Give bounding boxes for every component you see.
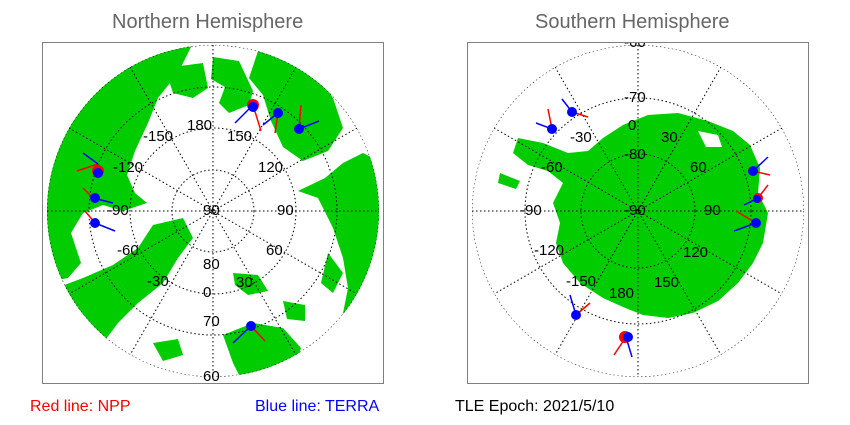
south-meridian-label: 120	[683, 244, 708, 261]
north-meridian-label: 180	[187, 117, 212, 134]
south-meridian-label: -90	[520, 202, 542, 219]
south-meridian-label: -150	[566, 273, 596, 290]
north-meridian-labels: 180 150 120 90 60 30 0 -30 -60 -90 -120 …	[107, 117, 294, 301]
north-meridian-label: 90	[277, 202, 294, 219]
south-parallel-label: -90	[624, 202, 646, 219]
north-meridian-label: -30	[147, 273, 169, 290]
south-parallel-label: -80	[624, 146, 646, 163]
terra-track-marker	[84, 210, 116, 232]
legend-npp: Red line: NPP	[30, 398, 131, 415]
terra-track-marker	[82, 187, 114, 204]
south-parallel-labels: -90 -80 -70 -60	[624, 43, 646, 219]
npp-track-marker	[234, 99, 262, 132]
south-parallel-label: -70	[624, 89, 646, 106]
terra-track-marker	[569, 294, 591, 320]
south-meridian-label: -60	[541, 159, 563, 176]
north-meridian-label: -60	[117, 242, 139, 259]
south-meridian-label: 0	[628, 117, 636, 134]
north-meridian-label: 0	[203, 284, 211, 301]
south-map-title: Southern Hemisphere	[535, 11, 730, 33]
north-meridian-label: 150	[227, 128, 252, 145]
south-satellite-markers	[535, 98, 771, 358]
legend-terra: Blue line: TERRA	[255, 398, 380, 415]
north-parallel-labels: 90 80 70 60	[203, 202, 220, 383]
npp-track-marker	[76, 152, 104, 178]
north-meridian-label: -120	[113, 159, 143, 176]
south-meridian-labels: 0 30 60 90 120 150 180 -150 -120 -90 -60…	[520, 117, 721, 302]
npp-track-marker	[613, 331, 633, 358]
south-meridian-label: 150	[654, 274, 679, 291]
terra-track-marker	[733, 210, 761, 232]
south-meridian-label: 180	[609, 285, 634, 302]
south-meridian-label: 30	[661, 129, 678, 146]
north-parallel-label: 90	[203, 202, 220, 219]
terra-track-marker	[294, 104, 320, 134]
south-graticule	[472, 45, 804, 377]
terra-track-marker	[232, 321, 266, 344]
terra-track-marker	[535, 108, 557, 134]
terra-track-marker	[561, 98, 589, 118]
north-graticule	[47, 45, 379, 377]
south-meridian-label: 90	[704, 202, 721, 219]
south-meridian-label: 60	[690, 159, 707, 176]
npp-track-marker	[743, 184, 769, 206]
tle-epoch: TLE Epoch: 2021/5/10	[455, 398, 615, 415]
terra-track-marker	[748, 156, 771, 176]
south-meridian-label: -30	[570, 129, 592, 146]
north-meridian-label: 60	[266, 242, 283, 259]
south-polar-map: 0 30 60 90 120 150 180 -150 -120 -90 -60…	[467, 42, 809, 384]
north-polar-map: 180 150 120 90 60 30 0 -30 -60 -90 -120 …	[42, 42, 384, 384]
north-parallel-label: 80	[203, 256, 220, 273]
north-satellite-markers	[76, 99, 320, 344]
north-meridian-label: -90	[107, 202, 129, 219]
north-meridian-label: 120	[258, 159, 283, 176]
south-land	[498, 113, 768, 318]
south-meridian-label: -120	[534, 242, 564, 259]
terra-track-marker	[262, 108, 283, 134]
north-parallel-label: 70	[203, 313, 220, 330]
north-meridian-label: -150	[143, 128, 173, 145]
north-parallel-label: 60	[203, 368, 220, 383]
north-map-title: Northern Hemisphere	[112, 11, 304, 33]
north-map-canvas: 180 150 120 90 60 30 0 -30 -60 -90 -120 …	[47, 45, 379, 383]
south-map-canvas: 0 30 60 90 120 150 180 -150 -120 -90 -60…	[472, 43, 804, 377]
south-parallel-label: -60	[624, 43, 646, 51]
north-meridian-label: 30	[236, 274, 253, 291]
